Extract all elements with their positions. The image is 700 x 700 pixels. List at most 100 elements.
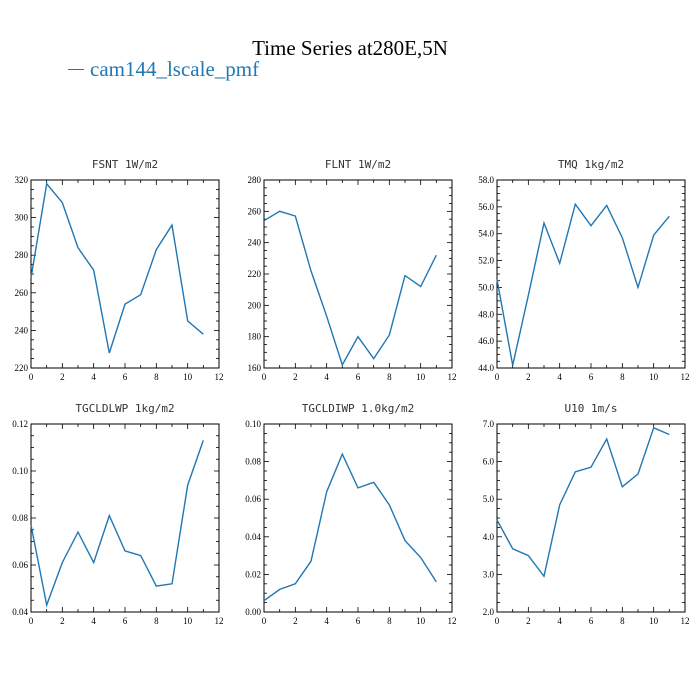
x-tick-label: 10	[416, 372, 426, 382]
x-tick-label: 6	[356, 616, 361, 626]
y-tick-label: 50.0	[478, 282, 494, 292]
x-tick-label: 2	[293, 616, 298, 626]
x-tick-label: 8	[620, 372, 625, 382]
x-tick-label: 12	[448, 372, 457, 382]
chart-panel-6: U10 1m/s 0 2 4 6 8 10 12 2.0 3.0 4.0 5.0 6.0 7.0	[483, 402, 690, 626]
x-tick-label: 2	[293, 372, 298, 382]
legend-label: cam144_lscale_pmf	[90, 57, 260, 81]
page-title: Time Series at280E,5N	[252, 36, 448, 60]
y-tick-label: 280	[248, 175, 262, 185]
x-tick-label: 2	[526, 372, 531, 382]
series-line	[263, 452, 437, 602]
x-tick-label: 10	[649, 616, 659, 626]
x-tick-label: 4	[557, 372, 562, 382]
y-tick-label: 240	[15, 325, 29, 335]
x-tick-label: 2	[526, 616, 531, 626]
x-tick-label: 8	[620, 616, 625, 626]
x-tick-label: 4	[91, 616, 96, 626]
panel-title: TMQ 1kg/m2	[558, 158, 624, 171]
x-tick-label: 4	[324, 372, 329, 382]
y-tick-label: 280	[15, 250, 29, 260]
y-tick-label: 56.0	[478, 202, 494, 212]
chart-panel-4: TGCLDLWP 1kg/m2 0 2 4 6 8 10 12 0.04 0.06 0.08 0.10…	[12, 402, 223, 626]
y-tick-label: 2.0	[483, 607, 495, 617]
series-line	[30, 440, 204, 608]
x-tick-label: 4	[324, 616, 329, 626]
y-tick-label: 300	[15, 213, 29, 223]
chart-panel-3: TMQ 1kg/m2 0 2 4 6 8 10 12 44.0 46.0 48.0 50.0 52.0 5…	[478, 158, 689, 382]
x-tick-label: 10	[183, 372, 193, 382]
y-tick-label: 0.06	[12, 560, 28, 570]
y-tick-label: 240	[248, 238, 262, 248]
plot-frame	[263, 423, 453, 613]
panel-title: FLNT 1W/m2	[325, 158, 391, 171]
x-tick-label: 10	[649, 372, 659, 382]
plot-frame	[496, 423, 686, 613]
x-tick-label: 12	[215, 616, 224, 626]
chart-panel-2: FLNT 1W/m2 0 2 4 6 8 10 12 160 180 200 220 240 260 280	[248, 158, 457, 382]
y-tick-label: 6.0	[483, 457, 495, 467]
y-tick-label: 7.0	[483, 419, 495, 429]
y-tick-label: 260	[248, 206, 262, 216]
x-tick-label: 6	[589, 372, 594, 382]
y-tick-label: 46.0	[478, 336, 494, 346]
x-tick-label: 4	[557, 616, 562, 626]
x-tick-label: 0	[29, 616, 34, 626]
x-tick-label: 8	[154, 616, 159, 626]
series-line	[496, 202, 670, 366]
y-tick-label: 5.0	[483, 494, 495, 504]
series-line	[30, 182, 204, 354]
x-tick-label: 8	[387, 616, 392, 626]
x-tick-label: 10	[416, 616, 426, 626]
y-tick-label: 260	[15, 288, 29, 298]
plot-frame	[30, 179, 220, 369]
x-tick-label: 6	[356, 372, 361, 382]
y-tick-label: 44.0	[478, 363, 494, 373]
x-tick-label: 0	[29, 372, 34, 382]
y-tick-label: 0.10	[245, 419, 261, 429]
x-tick-label: 4	[91, 372, 96, 382]
panel-title: U10 1m/s	[565, 402, 618, 415]
y-tick-label: 180	[248, 332, 262, 342]
y-tick-label: 220	[248, 269, 262, 279]
x-tick-label: 0	[495, 616, 500, 626]
y-tick-label: 52.0	[478, 256, 494, 266]
plot-frame	[496, 179, 686, 369]
y-tick-label: 54.0	[478, 229, 494, 239]
x-tick-label: 6	[123, 372, 128, 382]
y-tick-label: 200	[248, 300, 262, 310]
x-tick-label: 12	[681, 372, 690, 382]
x-tick-label: 8	[154, 372, 159, 382]
x-tick-label: 0	[262, 372, 267, 382]
x-tick-label: 12	[681, 616, 690, 626]
series-line	[496, 426, 670, 578]
y-tick-label: 3.0	[483, 569, 495, 579]
x-tick-label: 0	[495, 372, 500, 382]
y-tick-label: 4.0	[483, 532, 495, 542]
y-tick-label: 0.04	[12, 607, 28, 617]
y-tick-label: 320	[15, 175, 29, 185]
chart-panel-1: FSNT 1W/m2 0 2 4 6 8 10 12 220 240 260 280 300 320	[15, 158, 224, 382]
panel-title: TGCLDIWP 1.0kg/m2	[302, 402, 415, 415]
panel-title: TGCLDLWP 1kg/m2	[75, 402, 174, 415]
y-tick-label: 0.02	[245, 569, 261, 579]
y-tick-label: 220	[15, 363, 29, 373]
x-tick-label: 6	[589, 616, 594, 626]
y-tick-label: 0.08	[245, 457, 261, 467]
y-tick-label: 0.10	[12, 466, 28, 476]
x-tick-label: 6	[123, 616, 128, 626]
legend: cam144_lscale_pmf	[68, 57, 259, 82]
y-tick-label: 0.12	[12, 419, 28, 429]
chart-panel-5: TGCLDIWP 1.0kg/m2 0 2 4 6 8 10 12 0.00 0.02 0.04 0.…	[245, 402, 456, 626]
y-tick-label: 0.08	[12, 513, 28, 523]
y-tick-label: 0.00	[245, 607, 261, 617]
y-tick-label: 0.04	[245, 532, 261, 542]
series-line	[263, 210, 437, 367]
legend-line-icon	[68, 68, 84, 70]
y-tick-label: 0.06	[245, 494, 261, 504]
x-tick-label: 0	[262, 616, 267, 626]
y-tick-label: 160	[248, 363, 262, 373]
plot-frame	[30, 423, 220, 613]
x-tick-label: 10	[183, 616, 193, 626]
